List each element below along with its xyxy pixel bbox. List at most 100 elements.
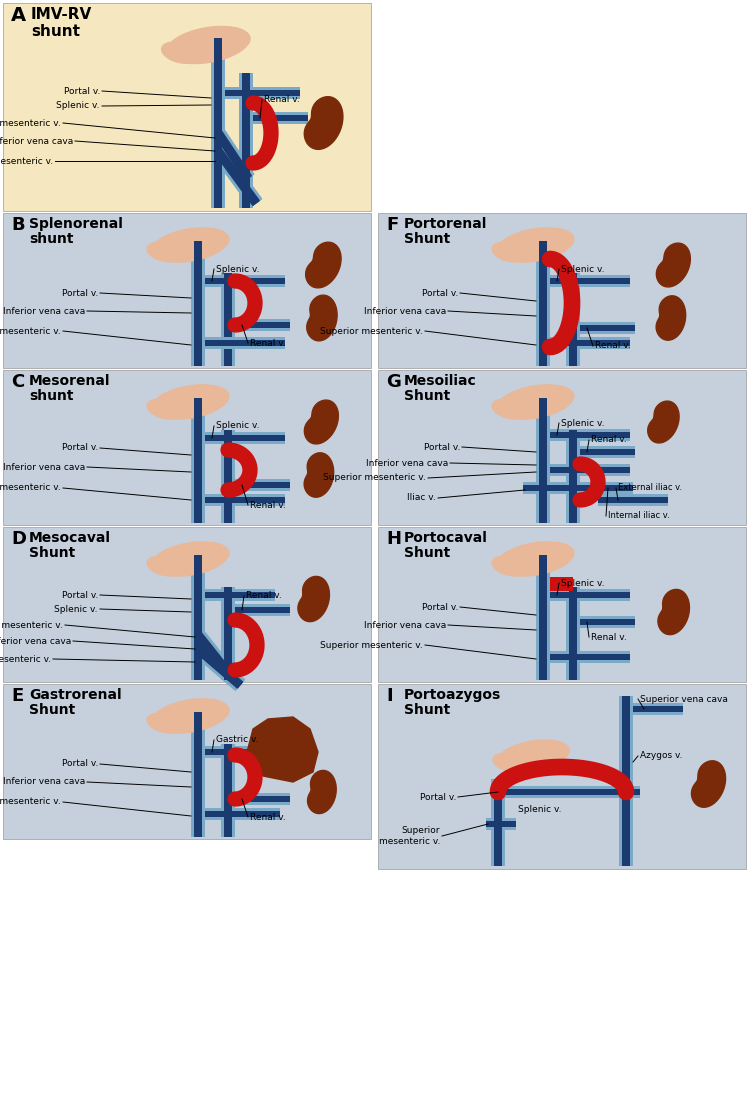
Polygon shape — [304, 400, 338, 444]
Ellipse shape — [491, 556, 526, 577]
Polygon shape — [196, 646, 242, 688]
Text: Mesoiliac: Mesoiliac — [404, 374, 477, 388]
Text: Superior mesenteric v.: Superior mesenteric v. — [323, 474, 426, 483]
Ellipse shape — [151, 227, 229, 263]
Bar — [622, 696, 630, 866]
Ellipse shape — [151, 698, 229, 734]
Bar — [550, 467, 630, 473]
Bar — [239, 73, 253, 208]
Bar — [194, 712, 202, 837]
Text: Shunt: Shunt — [404, 703, 450, 717]
Text: Mesorenal: Mesorenal — [29, 374, 110, 388]
Bar — [194, 241, 202, 366]
Polygon shape — [214, 149, 260, 205]
Bar — [205, 811, 280, 816]
Polygon shape — [193, 631, 238, 683]
Ellipse shape — [493, 753, 524, 773]
Polygon shape — [648, 401, 679, 442]
Text: Shunt: Shunt — [404, 232, 450, 246]
Bar — [3, 528, 371, 682]
Polygon shape — [194, 644, 244, 690]
Bar — [3, 213, 371, 368]
Text: Superior mesenteric v.: Superior mesenteric v. — [0, 484, 61, 493]
Polygon shape — [214, 131, 251, 180]
Text: G: G — [386, 373, 400, 391]
Polygon shape — [306, 242, 341, 288]
Text: shunt: shunt — [31, 24, 80, 39]
Bar — [235, 796, 290, 802]
Text: Shunt: Shunt — [29, 703, 75, 717]
Text: Splenic v.: Splenic v. — [216, 264, 260, 273]
Polygon shape — [307, 296, 337, 340]
Bar — [214, 38, 222, 208]
Text: Renal v.: Renal v. — [595, 342, 631, 351]
Text: Portal v.: Portal v. — [424, 442, 460, 451]
Text: D: D — [11, 530, 26, 548]
Bar — [205, 749, 280, 755]
Bar — [242, 73, 250, 208]
Bar — [205, 589, 275, 601]
Text: C: C — [11, 373, 24, 391]
Ellipse shape — [161, 41, 198, 64]
Bar — [3, 370, 371, 525]
Ellipse shape — [491, 242, 526, 262]
Bar — [523, 485, 633, 491]
Bar — [633, 703, 683, 715]
Ellipse shape — [146, 242, 181, 262]
Ellipse shape — [531, 542, 574, 567]
Text: Splenic v.: Splenic v. — [561, 579, 604, 588]
Text: Splenic v.: Splenic v. — [518, 805, 562, 814]
Bar — [378, 684, 746, 869]
Polygon shape — [304, 452, 334, 497]
Bar — [205, 435, 285, 441]
Text: E: E — [11, 687, 23, 704]
Text: A: A — [11, 6, 26, 25]
Bar — [550, 592, 630, 598]
Ellipse shape — [531, 385, 574, 410]
Text: Inferior mesenteric v.: Inferior mesenteric v. — [0, 157, 53, 166]
Text: Mesocaval: Mesocaval — [29, 531, 111, 545]
Text: Splenic v.: Splenic v. — [56, 102, 100, 111]
Text: Gastrorenal: Gastrorenal — [29, 688, 122, 702]
Text: Superior mesenteric v.: Superior mesenteric v. — [0, 327, 61, 336]
Bar — [225, 90, 300, 96]
Bar — [580, 619, 635, 625]
Text: Renal v.: Renal v. — [250, 812, 286, 821]
Bar — [486, 818, 516, 830]
Bar — [523, 482, 633, 494]
Bar — [224, 744, 232, 837]
Bar — [633, 706, 683, 712]
Ellipse shape — [491, 399, 526, 420]
Ellipse shape — [203, 27, 250, 54]
Text: Superior mesenteric v.: Superior mesenteric v. — [320, 327, 423, 336]
Bar — [550, 432, 630, 438]
Bar — [580, 323, 635, 334]
Bar — [580, 449, 635, 455]
Bar — [539, 556, 547, 680]
Bar — [205, 278, 285, 284]
Text: Splenic v.: Splenic v. — [561, 264, 604, 273]
Bar — [205, 497, 285, 503]
Polygon shape — [298, 577, 329, 622]
Bar — [194, 556, 202, 680]
Bar — [378, 213, 746, 368]
Bar — [550, 577, 573, 591]
Bar — [580, 616, 635, 628]
Bar — [539, 398, 547, 523]
Text: shunt: shunt — [29, 389, 74, 403]
Bar — [550, 278, 630, 284]
Ellipse shape — [496, 739, 569, 773]
Ellipse shape — [151, 541, 229, 577]
Text: Inferior vena cava: Inferior vena cava — [3, 307, 85, 316]
Text: Inferior mesenteric v.: Inferior mesenteric v. — [0, 654, 51, 663]
Bar — [550, 589, 630, 601]
Ellipse shape — [186, 228, 230, 253]
Ellipse shape — [529, 740, 570, 764]
Bar — [550, 651, 630, 663]
Bar — [221, 587, 235, 680]
Text: Splenic v.: Splenic v. — [55, 605, 98, 614]
Bar — [580, 325, 635, 332]
Bar — [205, 340, 285, 346]
Polygon shape — [658, 589, 689, 635]
Bar — [539, 241, 547, 366]
